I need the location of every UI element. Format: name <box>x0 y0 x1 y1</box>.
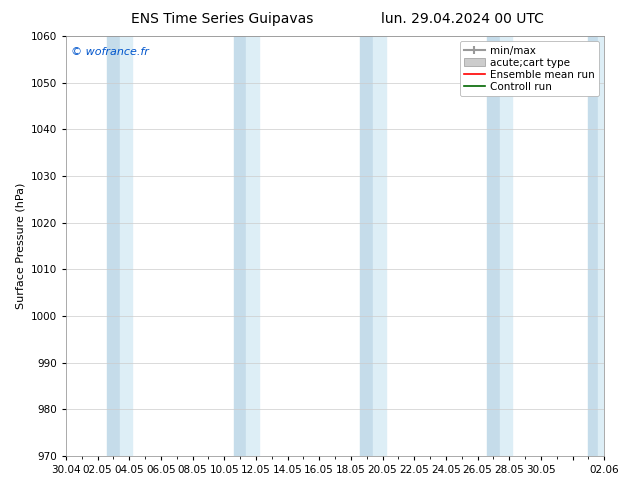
Bar <box>234 36 247 456</box>
Text: ENS Time Series Guipavas: ENS Time Series Guipavas <box>131 12 313 26</box>
Text: lun. 29.04.2024 00 UTC: lun. 29.04.2024 00 UTC <box>382 12 544 26</box>
Text: © wofrance.fr: © wofrance.fr <box>71 47 149 57</box>
Bar <box>373 36 385 456</box>
Bar <box>598 36 607 456</box>
Bar <box>120 36 133 456</box>
Bar <box>588 36 598 456</box>
Bar <box>107 36 120 456</box>
Bar <box>500 36 512 456</box>
Bar <box>247 36 259 456</box>
Bar <box>360 36 373 456</box>
Legend: min/max, acute;cart type, Ensemble mean run, Controll run: min/max, acute;cart type, Ensemble mean … <box>460 41 599 96</box>
Y-axis label: Surface Pressure (hPa): Surface Pressure (hPa) <box>15 183 25 309</box>
Bar <box>487 36 500 456</box>
